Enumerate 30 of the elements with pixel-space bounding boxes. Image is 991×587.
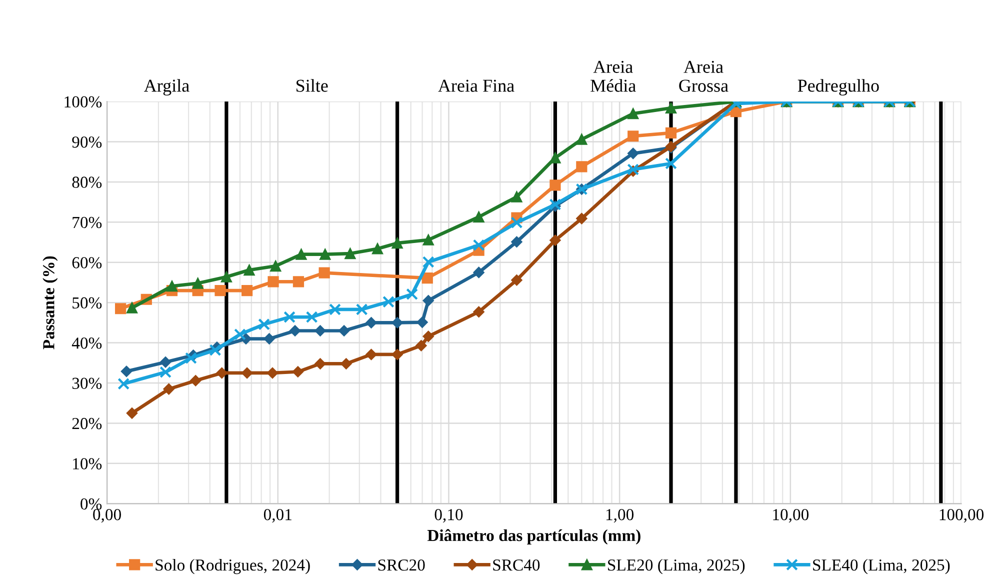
x-tick-label: 10,00 <box>773 508 809 523</box>
x-tick-label: 0,01 <box>264 508 292 523</box>
legend-label: SRC20 <box>378 559 425 571</box>
x-axis-title: Diâmetro das partículas (mm) <box>427 529 640 544</box>
x-tick-label: 0,10 <box>434 508 463 523</box>
text: Pedregulho <box>798 79 879 96</box>
y-tick-label: 50% <box>72 297 102 309</box>
y-tick-label: 10% <box>73 458 102 470</box>
y-tick-label: 30% <box>72 378 102 390</box>
text: Argila <box>144 79 190 96</box>
y-axis-title: Passante (%) <box>42 256 58 350</box>
y-tick-label: 90% <box>72 136 102 148</box>
text: Areia Média <box>590 60 636 92</box>
y-tick-label: 70% <box>72 216 102 228</box>
x-tick-label: 1,00 <box>606 508 634 523</box>
text: Silte <box>296 79 328 92</box>
y-tick-label: 60% <box>72 257 102 268</box>
y-tick-label: 80% <box>72 176 102 188</box>
legend-label: SLE40 (Lima, 2025) <box>813 558 950 574</box>
legend-label: SLE20 (Lima, 2025) <box>608 558 745 574</box>
x-tick-label: 100,00 <box>940 508 984 523</box>
y-tick-label: 40% <box>72 338 102 349</box>
legend-label: SRC40 <box>493 559 540 571</box>
y-tick-label: 0% <box>80 498 102 510</box>
x-tick-label: 0,00 <box>93 508 121 523</box>
text: Areia Fina <box>438 80 514 92</box>
legend-label: Solo (Rodrigues, 2024) <box>156 558 310 574</box>
text: Areia Grossa <box>679 60 728 92</box>
y-tick-label: 100% <box>64 96 102 108</box>
y-tick-label: 20% <box>72 418 102 430</box>
